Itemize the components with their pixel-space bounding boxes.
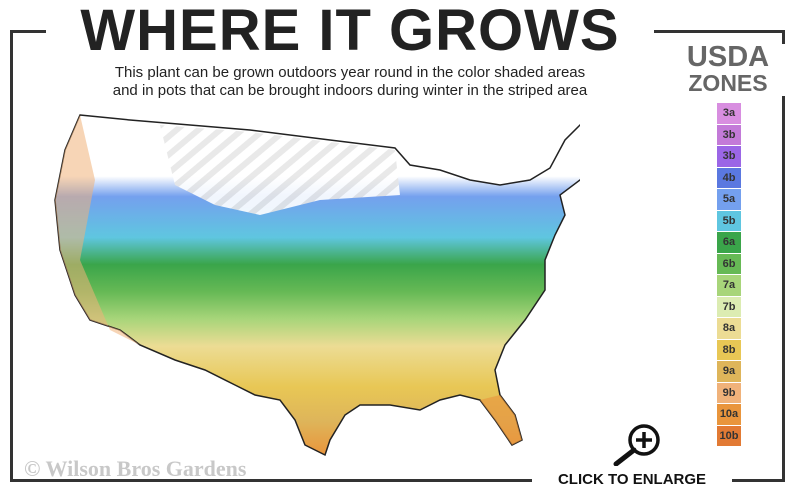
- legend-zone-3b: 3b: [717, 124, 741, 145]
- legend-zone-10a: 10a: [717, 404, 741, 425]
- striped-area: [160, 125, 400, 215]
- legend-zone-4b: 4b: [717, 167, 741, 188]
- legend-zone-3b: 3b: [717, 146, 741, 167]
- subtitle-line-2: and in pots that can be brought indoors …: [112, 82, 588, 99]
- legend-zone-5a: 5a: [717, 189, 741, 210]
- legend-zone-8b: 8b: [717, 339, 741, 360]
- subtitle: This plant can be grown outdoors year ro…: [40, 64, 660, 100]
- usda-zone-map[interactable]: [40, 108, 580, 458]
- legend-zone-3a: 3a: [717, 103, 741, 124]
- magnifier-plus-icon[interactable]: [610, 422, 666, 468]
- west-coast-warm-zone: [55, 115, 140, 345]
- legend-zone-6b: 6b: [717, 253, 741, 274]
- legend-title: USDA ZONES: [666, 41, 790, 96]
- legend-title-zones: ZONES: [688, 70, 768, 96]
- subtitle-line-1: This plant can be grown outdoors year ro…: [114, 64, 586, 81]
- legend-zone-9b: 9b: [717, 382, 741, 403]
- page-title: WHERE IT GROWS: [46, 0, 654, 62]
- legend-zone-8a: 8a: [717, 318, 741, 339]
- click-to-enlarge-button[interactable]: CLICK TO ENLARGE: [532, 466, 732, 494]
- legend-zone-7b: 7b: [717, 296, 741, 317]
- watermark: © Wilson Bros Gardens: [24, 456, 247, 481]
- legend-title-usda: USDA: [686, 41, 770, 73]
- legend-zone-6a: 6a: [717, 232, 741, 253]
- zone-legend: 3a 3b 3b 4b 5a 5b 6a 6b 7a 7b 8a 8b 9a 9b 10a 10b: [717, 103, 741, 447]
- legend-zone-9a: 9a: [717, 361, 741, 382]
- legend-zone-7a: 7a: [717, 275, 741, 296]
- florida-warm-zone: [480, 395, 522, 445]
- legend-zone-5b: 5b: [717, 210, 741, 231]
- legend-zone-10b: 10b: [717, 425, 741, 446]
